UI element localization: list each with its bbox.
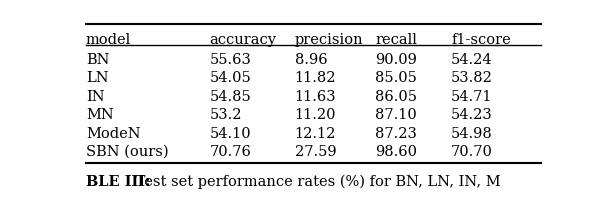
Text: SBN (ours): SBN (ours) <box>86 145 169 159</box>
Text: 87.23: 87.23 <box>375 127 417 141</box>
Text: 55.63: 55.63 <box>209 53 251 67</box>
Text: 54.85: 54.85 <box>209 90 251 104</box>
Text: IN: IN <box>86 90 105 104</box>
Text: 54.71: 54.71 <box>451 90 493 104</box>
Text: 11.82: 11.82 <box>295 71 336 85</box>
Text: ModeN: ModeN <box>86 127 141 141</box>
Text: 54.24: 54.24 <box>451 53 493 67</box>
Text: accuracy: accuracy <box>209 33 276 47</box>
Text: model: model <box>86 33 131 47</box>
Text: 54.23: 54.23 <box>451 108 493 122</box>
Text: 11.20: 11.20 <box>295 108 336 122</box>
Text: Test set performance rates (%) for BN, LN, IN, M: Test set performance rates (%) for BN, L… <box>131 175 501 189</box>
Text: 86.05: 86.05 <box>375 90 417 104</box>
Text: 54.10: 54.10 <box>209 127 251 141</box>
Text: 54.98: 54.98 <box>451 127 493 141</box>
Text: 54.05: 54.05 <box>209 71 251 85</box>
Text: 53.2: 53.2 <box>209 108 242 122</box>
Text: 11.63: 11.63 <box>295 90 337 104</box>
Text: 70.76: 70.76 <box>209 145 251 159</box>
Text: 8.96: 8.96 <box>295 53 327 67</box>
Text: 27.59: 27.59 <box>295 145 337 159</box>
Text: f1-score: f1-score <box>451 33 511 47</box>
Text: 85.05: 85.05 <box>375 71 417 85</box>
Text: recall: recall <box>375 33 417 47</box>
Text: 87.10: 87.10 <box>375 108 417 122</box>
Text: BN: BN <box>86 53 110 67</box>
Text: BLE III:: BLE III: <box>86 175 151 189</box>
Text: MN: MN <box>86 108 114 122</box>
Text: 98.60: 98.60 <box>375 145 417 159</box>
Text: 53.82: 53.82 <box>451 71 493 85</box>
Text: 90.09: 90.09 <box>375 53 417 67</box>
Text: 70.70: 70.70 <box>451 145 493 159</box>
Text: precision: precision <box>295 33 364 47</box>
Text: LN: LN <box>86 71 108 85</box>
Text: 12.12: 12.12 <box>295 127 336 141</box>
